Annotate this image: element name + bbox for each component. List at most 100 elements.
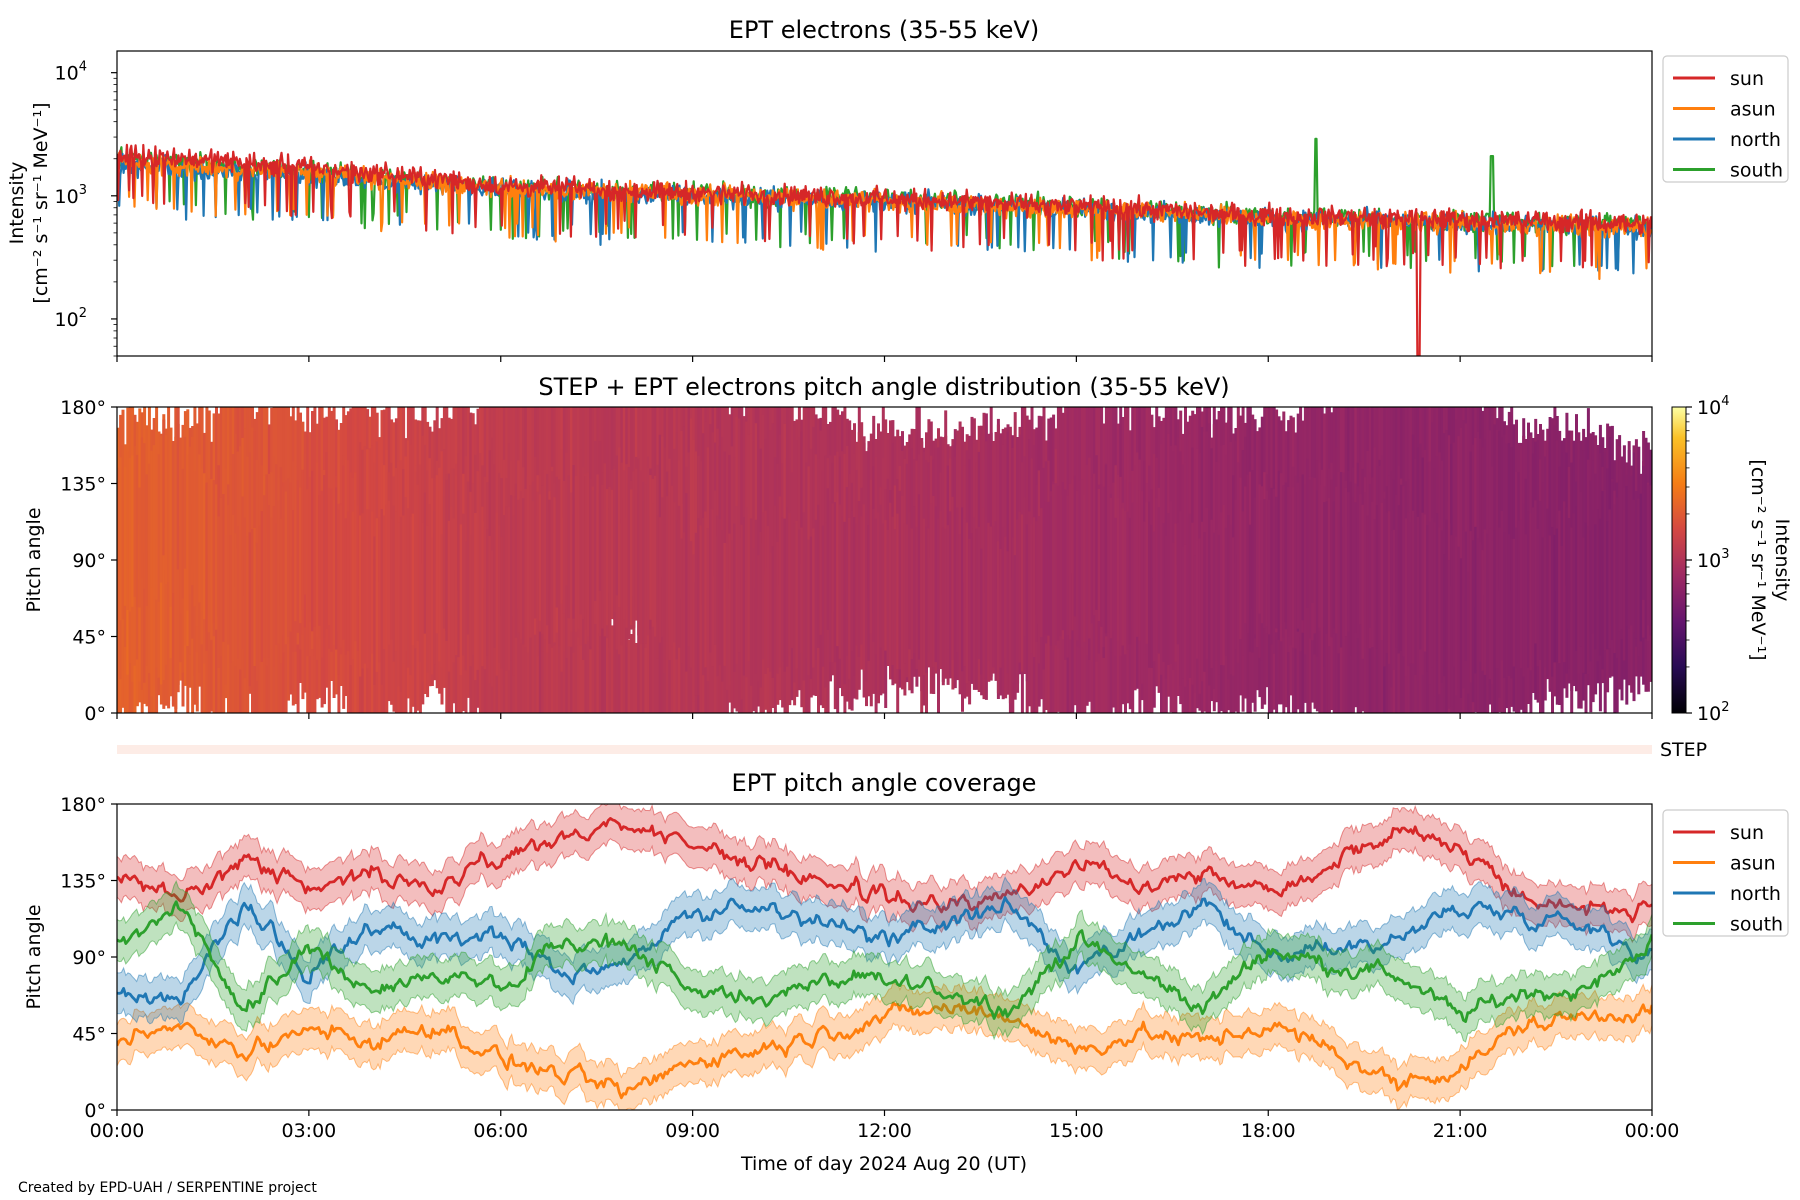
heatmap-cell <box>1375 407 1379 520</box>
heatmap-cell <box>574 407 578 498</box>
heatmap-cell <box>1450 535 1454 707</box>
heatmap-cell <box>831 503 835 663</box>
heatmap-cell <box>1088 457 1092 639</box>
panel-c-ylabel: Pitch angle <box>23 904 45 1009</box>
x-tick-label: 03:00 <box>281 1120 336 1142</box>
heatmap-cell <box>776 463 780 588</box>
heatmap-cell <box>123 467 127 606</box>
heatmap-cell <box>1080 407 1084 548</box>
heatmap-cell <box>601 407 605 523</box>
heatmap-cell <box>1419 509 1423 650</box>
heatmap-cell <box>1083 407 1087 548</box>
heatmap-cell <box>802 512 806 681</box>
heatmap-cell <box>157 454 161 603</box>
heatmap-cell <box>1560 452 1564 583</box>
heatmap-cell <box>1421 512 1425 675</box>
heatmap-cell <box>996 424 1000 579</box>
heatmap-cell <box>1030 524 1034 654</box>
heatmap-cell <box>1303 484 1307 655</box>
heatmap-cell <box>1140 504 1144 684</box>
heatmap-cell <box>1227 420 1231 586</box>
heatmap-cell <box>375 518 379 672</box>
heatmap-cell <box>1411 510 1415 664</box>
heatmap-cell <box>1160 520 1163 675</box>
heatmap-cell <box>939 511 943 670</box>
heatmap-cell <box>1184 462 1187 585</box>
heatmap-cell <box>1090 407 1094 535</box>
heatmap-cell <box>212 571 216 713</box>
heatmap-cell <box>1356 566 1360 713</box>
heatmap-cell <box>958 534 962 695</box>
heatmap-cell <box>1366 515 1370 648</box>
heatmap-cell <box>380 509 384 685</box>
heatmap-cell <box>689 418 693 594</box>
heatmap-cell <box>143 555 147 683</box>
heatmap-cell <box>1028 511 1032 667</box>
heatmap-cell <box>354 407 358 536</box>
heatmap-cell <box>1119 476 1123 656</box>
heatmap-cell <box>603 463 607 637</box>
heatmap-cell <box>613 602 617 713</box>
heatmap-cell <box>275 523 278 645</box>
heatmap-cell <box>1407 407 1411 491</box>
heatmap-cell <box>428 504 432 645</box>
heatmap-cell <box>361 513 365 669</box>
heatmap-cell <box>418 509 422 662</box>
heatmap-cell <box>646 467 650 636</box>
heatmap-cell <box>1133 485 1137 637</box>
heatmap-cell <box>1279 473 1283 624</box>
heatmap-cell <box>941 527 945 682</box>
heatmap-cell <box>263 495 266 658</box>
heatmap-cell <box>1287 487 1291 637</box>
heatmap-cell <box>980 436 984 605</box>
panel-b-title: STEP + EPT electrons pitch angle distrib… <box>538 373 1229 401</box>
heatmap-cell <box>747 434 751 572</box>
heatmap-cell <box>1191 447 1195 591</box>
heatmap-cell <box>1150 524 1154 668</box>
heatmap-cell <box>606 489 609 626</box>
panel-c-ytick-label: 135° <box>60 871 106 893</box>
legend-label-asun: asun <box>1730 853 1776 875</box>
heatmap-cell <box>680 538 684 664</box>
heatmap-cell <box>1174 523 1178 662</box>
heatmap-cell <box>553 407 557 533</box>
heatmap-cell <box>1447 435 1451 579</box>
heatmap-cell <box>1277 470 1281 640</box>
heatmap-cell <box>1011 447 1015 581</box>
heatmap-cell <box>459 449 463 596</box>
heatmap-cell <box>147 463 151 609</box>
heatmap-cell <box>1625 557 1629 705</box>
heatmap-cell <box>1196 540 1199 659</box>
heatmap-cell <box>589 478 593 647</box>
heatmap-cell <box>742 517 746 676</box>
heatmap-cell <box>1246 573 1250 713</box>
heatmap-cell <box>603 407 607 510</box>
heatmap-cell <box>1447 560 1451 709</box>
heatmap-cell <box>299 487 302 624</box>
heatmap-cell <box>1404 518 1408 677</box>
heatmap-cell <box>1433 522 1437 697</box>
heatmap-cell <box>313 407 317 539</box>
heatmap-cell <box>733 523 737 672</box>
heatmap-cell <box>584 616 588 713</box>
heatmap-cell <box>469 534 473 667</box>
heatmap-cell <box>1455 536 1458 696</box>
heatmap-cell <box>1220 512 1223 665</box>
heatmap-cell <box>1459 558 1463 698</box>
heatmap-cell <box>227 505 230 645</box>
heatmap-cell <box>284 491 288 645</box>
coverage-line-asun <box>117 1001 1652 1100</box>
x-tick-label: 18:00 <box>1241 1120 1296 1142</box>
heatmap-cell <box>932 495 936 668</box>
heatmap-cell <box>642 612 645 713</box>
heatmap-cell <box>1531 507 1535 667</box>
heatmap-cell <box>1476 538 1480 671</box>
heatmap-cell <box>778 496 782 668</box>
coverage-series-group <box>117 804 1652 1110</box>
heatmap-cell <box>1313 407 1317 539</box>
heatmap-cell <box>1275 570 1279 713</box>
heatmap-cell <box>1586 525 1590 674</box>
heatmap-cell <box>433 510 437 665</box>
heatmap-cell <box>656 514 660 659</box>
heatmap-cell <box>1450 443 1454 587</box>
